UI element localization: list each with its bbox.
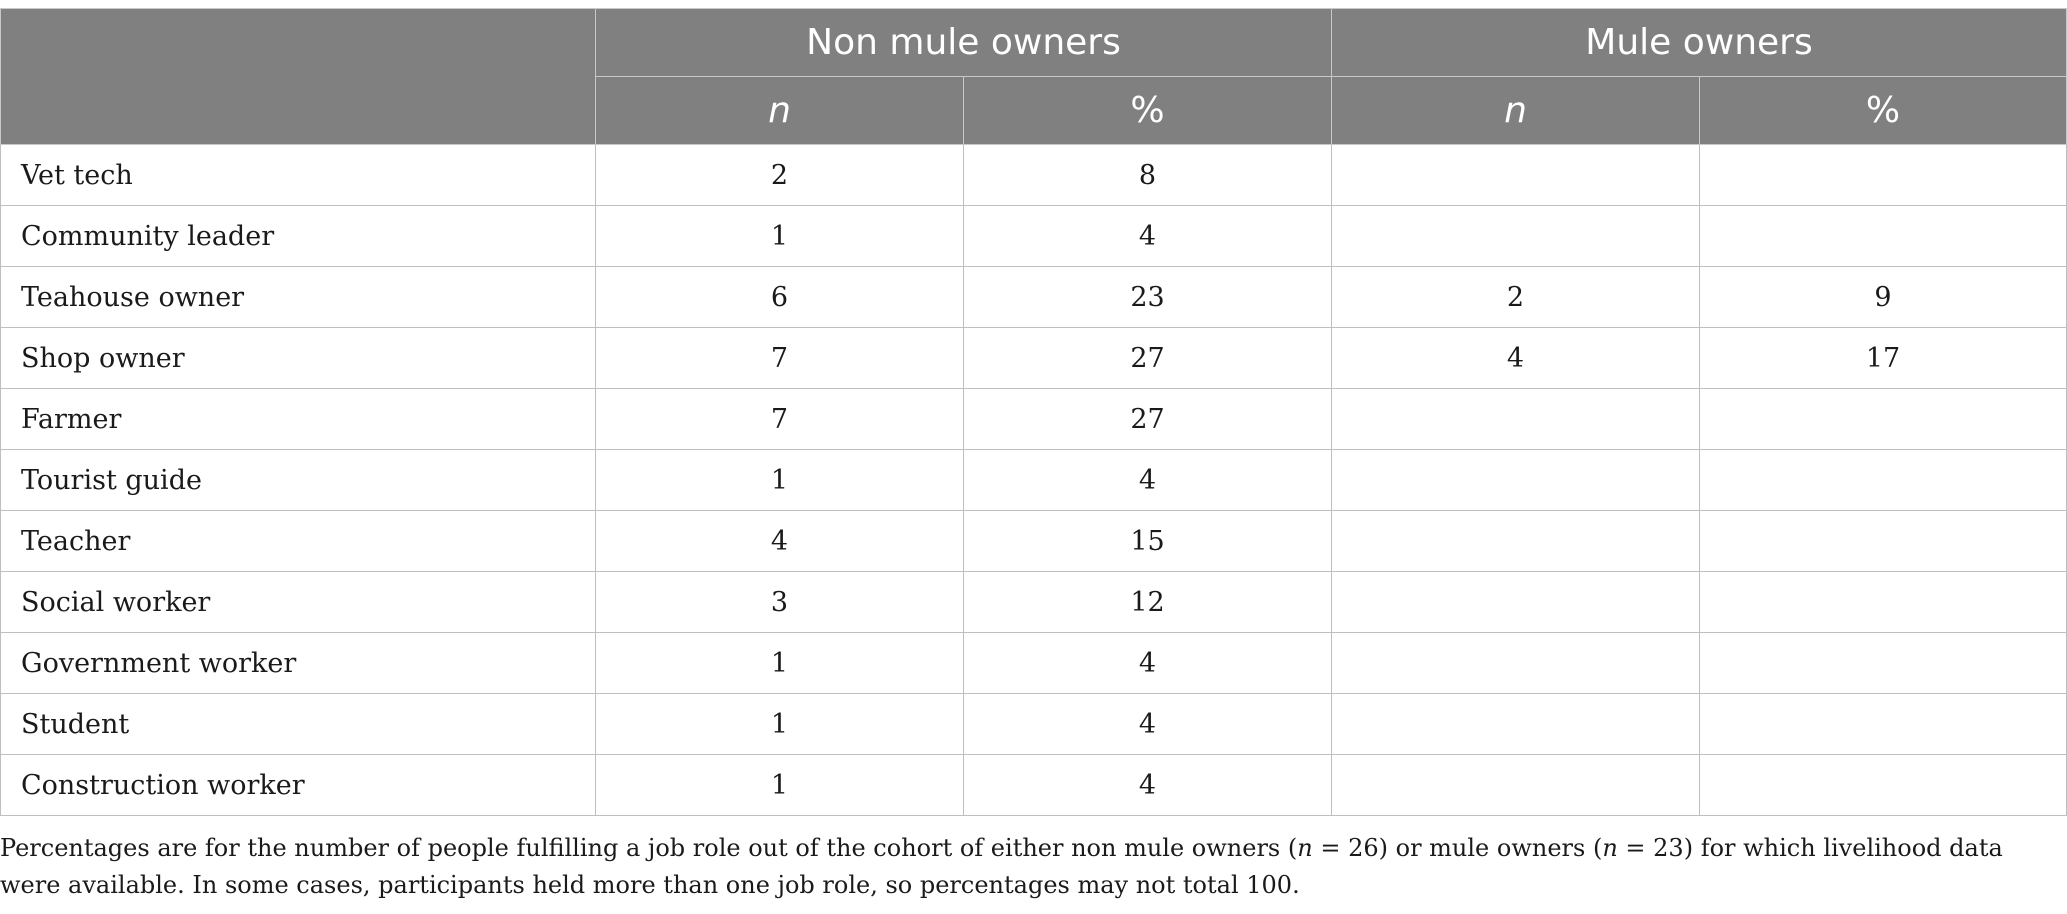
table-row: Student 1 4 [0,693,2067,755]
livelihood-table: Non mule owners Mule owners n % n % Vet … [0,8,2067,816]
livelihood-table-container: Non mule owners Mule owners n % n % Vet … [0,8,2067,816]
row-label-cell: Shop owner [0,327,596,389]
footnote-text-2: = 26) or mule owners ( [1312,834,1603,862]
non-mule-percent-cell: 4 [963,754,1332,816]
row-label-cell: Tourist guide [0,449,596,511]
table-footnote: Percentages are for the number of people… [0,830,2060,904]
mule-n-cell [1331,571,1700,633]
mule-percent-cell [1699,205,2067,267]
footnote-text-3: = 23) for which livelihood data were ava… [0,834,2003,899]
mule-n-cell: 4 [1331,327,1700,389]
header-mule-owners: Mule owners [1331,8,2067,77]
non-mule-n-cell: 1 [595,754,964,816]
table-row: Teacher 4 15 [0,510,2067,572]
non-mule-n-cell: 2 [595,144,964,206]
table-row: Farmer 7 27 [0,388,2067,450]
non-mule-percent-cell: 27 [963,327,1332,389]
footnote-n-symbol: n [1602,834,1618,862]
row-label-cell: Teahouse owner [0,266,596,328]
non-mule-n-cell: 1 [595,632,964,694]
mule-n-cell [1331,693,1700,755]
table-header: Non mule owners Mule owners n % n % [0,8,2067,145]
non-mule-percent-cell: 12 [963,571,1332,633]
mule-n-cell [1331,449,1700,511]
header-mule-percent: % [1699,76,2067,145]
non-mule-percent-cell: 8 [963,144,1332,206]
non-mule-percent-cell: 27 [963,388,1332,450]
table-row: Tourist guide 1 4 [0,449,2067,511]
row-label-cell: Farmer [0,388,596,450]
table-row: Government worker 1 4 [0,632,2067,694]
non-mule-n-cell: 7 [595,388,964,450]
row-label-cell: Student [0,693,596,755]
non-mule-percent-cell: 4 [963,632,1332,694]
mule-percent-cell [1699,754,2067,816]
table-row: Social worker 3 12 [0,571,2067,633]
footnote-text-1: Percentages are for the number of people… [0,834,1298,862]
header-non-mule-percent: % [963,76,1332,145]
non-mule-n-cell: 1 [595,449,964,511]
non-mule-n-cell: 7 [595,327,964,389]
row-label-cell: Government worker [0,632,596,694]
mule-n-cell [1331,510,1700,572]
row-label-cell: Community leader [0,205,596,267]
mule-n-cell [1331,754,1700,816]
header-non-mule-n: n [595,76,964,145]
non-mule-percent-cell: 23 [963,266,1332,328]
table-row: Teahouse owner 6 23 2 9 [0,266,2067,328]
non-mule-n-cell: 6 [595,266,964,328]
non-mule-percent-cell: 4 [963,693,1332,755]
non-mule-percent-cell: 15 [963,510,1332,572]
mule-n-cell: 2 [1331,266,1700,328]
header-mule-n: n [1331,76,1700,145]
mule-percent-cell [1699,510,2067,572]
mule-percent-cell [1699,571,2067,633]
non-mule-percent-cell: 4 [963,205,1332,267]
footnote-n-symbol: n [1297,834,1313,862]
table-row: Shop owner 7 27 4 17 [0,327,2067,389]
non-mule-percent-cell: 4 [963,449,1332,511]
table-row: Community leader 1 4 [0,205,2067,267]
row-label-cell: Social worker [0,571,596,633]
non-mule-n-cell: 1 [595,205,964,267]
header-corner-cell [0,8,596,145]
mule-percent-cell [1699,693,2067,755]
table-row: Construction worker 1 4 [0,754,2067,816]
mule-n-cell [1331,144,1700,206]
mule-percent-cell: 9 [1699,266,2067,328]
table-body: Vet tech 2 8 Community leader 1 4 Teahouse own… [0,144,2067,816]
header-row-groups: Non mule owners Mule owners [0,8,2067,145]
row-label-cell: Teacher [0,510,596,572]
mule-percent-cell [1699,144,2067,206]
non-mule-n-cell: 3 [595,571,964,633]
mule-n-cell [1331,205,1700,267]
non-mule-n-cell: 1 [595,693,964,755]
mule-percent-cell [1699,449,2067,511]
row-label-cell: Construction worker [0,754,596,816]
header-non-mule-owners: Non mule owners [595,8,1332,77]
mule-percent-cell: 17 [1699,327,2067,389]
header-row-subcolumns: n % n % [1,76,2067,145]
table-row: Vet tech 2 8 [0,144,2067,206]
non-mule-n-cell: 4 [595,510,964,572]
mule-n-cell [1331,388,1700,450]
mule-percent-cell [1699,632,2067,694]
mule-percent-cell [1699,388,2067,450]
row-label-cell: Vet tech [0,144,596,206]
mule-n-cell [1331,632,1700,694]
